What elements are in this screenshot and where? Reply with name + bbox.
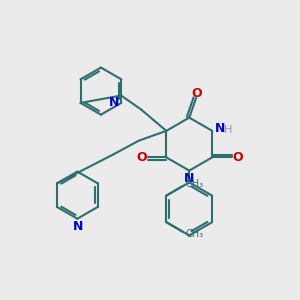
- Text: O: O: [232, 151, 243, 164]
- Text: N: N: [109, 96, 119, 110]
- Text: CH₃: CH₃: [185, 229, 203, 239]
- Text: CH₃: CH₃: [185, 179, 203, 189]
- Text: H: H: [224, 125, 232, 135]
- Text: O: O: [192, 87, 203, 100]
- Text: N: N: [184, 172, 194, 184]
- Text: N: N: [214, 122, 225, 135]
- Text: N: N: [73, 220, 83, 233]
- Text: O: O: [136, 151, 147, 164]
